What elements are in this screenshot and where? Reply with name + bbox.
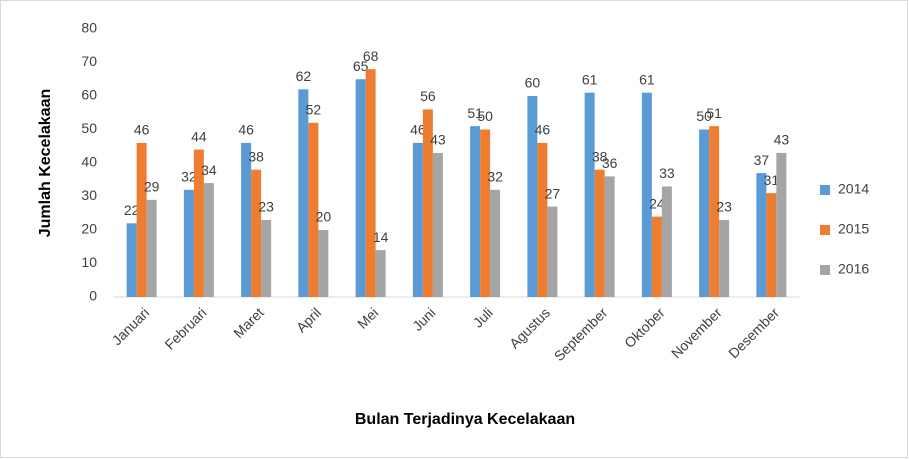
bar [375, 250, 386, 297]
bar [318, 230, 329, 297]
legend-label: 2016 [838, 261, 869, 277]
y-tick-label: 40 [81, 154, 97, 170]
bar [261, 219, 272, 297]
bar [527, 96, 538, 297]
data-label: 46 [410, 122, 426, 138]
bar [661, 186, 672, 297]
y-tick-label: 60 [81, 87, 97, 103]
bar [355, 79, 366, 297]
data-label: 23 [716, 199, 732, 215]
bar [136, 142, 147, 297]
y-tick-label: 50 [81, 120, 97, 136]
data-label: 37 [754, 152, 770, 168]
bar [547, 206, 558, 297]
bar [422, 109, 433, 298]
bar [470, 126, 481, 298]
bar [604, 176, 615, 297]
bar [183, 189, 194, 297]
data-label: 22 [124, 202, 140, 218]
data-label: 60 [525, 75, 541, 91]
data-label: 38 [248, 148, 264, 164]
data-label: 46 [238, 122, 254, 138]
bar [537, 142, 548, 297]
data-label: 44 [191, 128, 207, 144]
y-axis-title: Jumlah Kecelakaan [37, 89, 54, 238]
y-tick-label: 30 [81, 187, 97, 203]
x-axis-title: Bulan Terjadinya Kecelakaan [355, 411, 575, 428]
data-label: 33 [659, 165, 675, 181]
bar [251, 169, 262, 297]
data-label: 29 [144, 179, 160, 195]
data-label: 34 [201, 162, 217, 178]
bar [432, 152, 443, 297]
y-tick-label: 10 [81, 254, 97, 270]
data-label: 36 [602, 155, 618, 171]
bar [641, 92, 652, 298]
bar [756, 173, 767, 297]
data-label: 20 [316, 209, 332, 225]
bar [241, 142, 252, 297]
bar [480, 129, 491, 297]
data-label: 61 [639, 71, 655, 87]
data-label: 32 [181, 169, 197, 185]
data-label: 27 [545, 185, 561, 201]
data-label: 43 [430, 132, 446, 148]
data-label: 43 [774, 132, 790, 148]
data-label: 52 [306, 102, 322, 118]
bar [308, 122, 319, 297]
bar [719, 219, 730, 297]
bar [412, 142, 423, 297]
data-label: 23 [258, 199, 274, 215]
data-label: 56 [420, 88, 436, 104]
data-label: 50 [696, 108, 712, 124]
bar [776, 152, 787, 297]
legend-swatch [820, 265, 830, 275]
bar [126, 223, 137, 297]
y-tick-label: 20 [81, 221, 97, 237]
bar [766, 193, 777, 297]
data-label: 46 [535, 122, 551, 138]
legend-swatch [820, 225, 830, 235]
data-label: 61 [582, 71, 598, 87]
data-label: 32 [487, 169, 503, 185]
bar [203, 183, 214, 297]
bar [365, 69, 376, 297]
bar [699, 129, 710, 297]
data-label: 65 [353, 58, 369, 74]
bar [594, 169, 605, 297]
legend-swatch [820, 185, 830, 195]
data-label: 46 [134, 122, 150, 138]
bar [584, 92, 595, 298]
data-label: 14 [373, 229, 389, 245]
y-tick-label: 80 [81, 20, 97, 36]
legend-label: 2015 [838, 221, 869, 237]
data-label: 62 [296, 68, 312, 84]
legend-label: 2014 [838, 181, 869, 197]
y-tick-label: 70 [81, 53, 97, 69]
data-label: 68 [363, 48, 379, 64]
bar [651, 216, 662, 297]
data-label: 31 [764, 172, 780, 188]
y-tick-label: 0 [89, 288, 97, 304]
bar [490, 189, 501, 297]
bar [709, 126, 720, 298]
data-label: 51 [467, 105, 483, 121]
data-label: 38 [592, 148, 608, 164]
data-label: 51 [706, 105, 722, 121]
bar [193, 149, 204, 297]
data-label: 24 [649, 195, 665, 211]
bar [146, 199, 157, 297]
bar [298, 89, 309, 297]
data-label: 50 [477, 108, 493, 124]
